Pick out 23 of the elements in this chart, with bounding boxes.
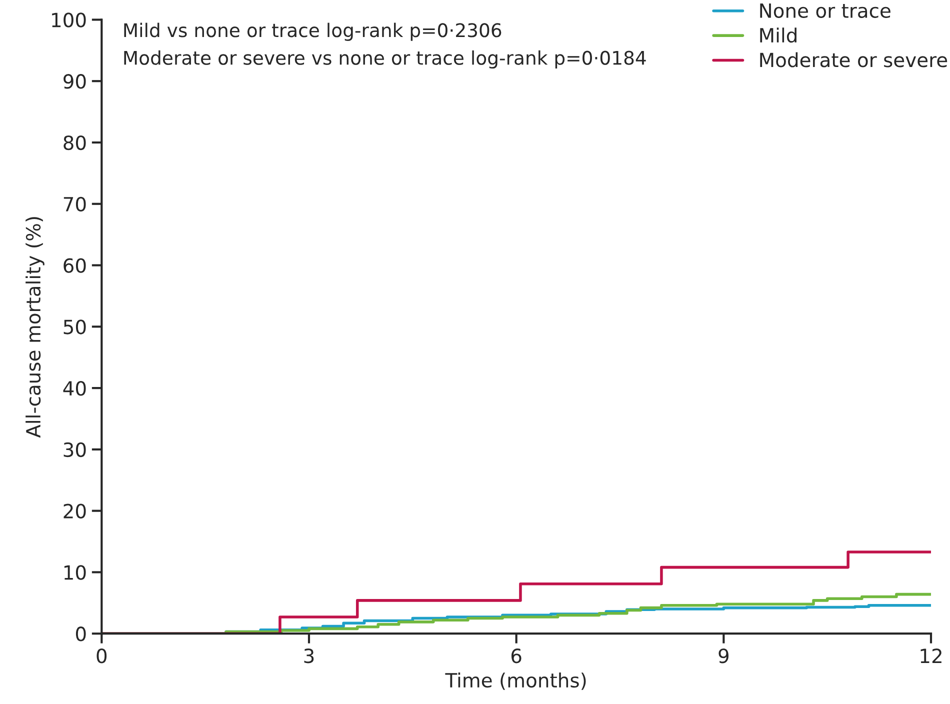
legend-label: Mild — [760, 28, 796, 43]
x-tick-label: 9 — [718, 648, 728, 664]
x-tick-label: 3 — [304, 648, 314, 664]
y-tick-label: 30 — [64, 442, 86, 458]
y-tick-label: 60 — [64, 258, 86, 273]
y-tick-label: 80 — [64, 135, 86, 150]
annotation: Mild vs none or trace log-rank p=0·2306 — [124, 22, 502, 41]
annotation: Moderate or severe vs none or trace log-rank p=0·0184 — [124, 50, 646, 69]
y-tick-label: 40 — [63, 381, 86, 396]
y-tick-label: 50 — [64, 320, 86, 334]
y-tick-label: 0 — [76, 626, 86, 642]
x-tick-label: 6 — [511, 648, 522, 664]
legend-label: None or trace — [760, 4, 890, 18]
x-tick-label: 12 — [920, 648, 942, 663]
x-axis-title: Time (months) — [445, 672, 586, 690]
y-tick-label: 20 — [64, 504, 86, 518]
y-tick-label: 70 — [64, 196, 86, 212]
y-tick-label: 100 — [52, 12, 86, 28]
y-tick-label: 90 — [64, 74, 86, 89]
x-tick-label: 0 — [96, 648, 107, 664]
legend-label: Moderate or severe — [760, 52, 948, 68]
y-tick-label: 10 — [64, 565, 86, 580]
y-axis-title: All-cause mortality (%) — [26, 217, 44, 438]
